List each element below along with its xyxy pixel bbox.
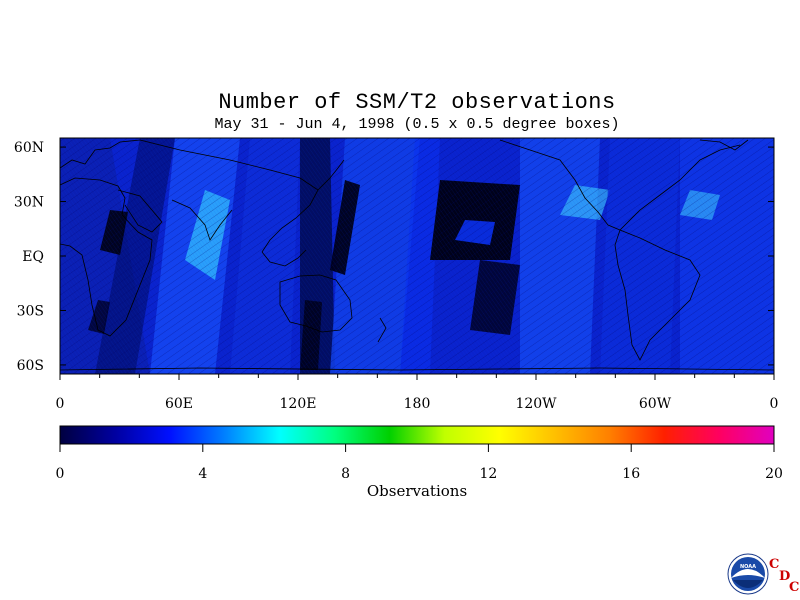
lon-tick-label: 120W (515, 396, 557, 412)
colorbar-tick-label: 0 (56, 466, 65, 482)
colorbar-tick-label: 4 (198, 466, 207, 482)
colorbar-ticks: 0 4 8 12 16 20 (56, 444, 783, 482)
lat-tick-label: 60S (17, 358, 44, 374)
coastline-australia (279, 274, 353, 333)
lon-tick-label: 60W (639, 396, 672, 412)
map-subtitle: May 31 - Jun 4, 1998 (0.5 x 0.5 degree b… (214, 116, 620, 133)
coastlines (60, 139, 774, 371)
coastline-arabia (117, 189, 163, 233)
colorbar-tick-label: 8 (341, 466, 350, 482)
coastline-seasia (261, 249, 307, 267)
colorbar-tick-label: 16 (622, 466, 640, 482)
lon-tick-label: 180 (404, 396, 431, 412)
coastline-nz (377, 317, 387, 343)
coastline-north-america (499, 139, 741, 231)
colorbar: 0 4 8 12 16 20 Observations (56, 425, 783, 500)
coastline-africa (60, 177, 153, 337)
lat-tick-label: EQ (22, 249, 44, 265)
colorbar-tick-label: 20 (765, 466, 783, 482)
cdc-letter-c1: C (769, 557, 779, 572)
lat-tick-label: 30N (14, 195, 44, 211)
observation-map (60, 138, 774, 374)
lon-tick-label: 0 (56, 396, 65, 412)
coastline-japan (317, 159, 345, 191)
lon-tick-label: 0 (770, 396, 779, 412)
noaa-logo-sea (733, 580, 763, 588)
noaa-cdc-logo: NOAA C D C (727, 553, 799, 595)
colorbar-tick-label: 12 (479, 466, 497, 482)
lat-tick-label: 60N (14, 140, 44, 156)
coastline-antarctic (60, 367, 774, 371)
cdc-letter-d: D (779, 569, 790, 584)
cdc-letter-c2: C (789, 580, 799, 595)
coastline-europe (60, 139, 141, 169)
colorbar-gradient (59, 425, 775, 445)
noaa-logo-text: NOAA (740, 564, 756, 570)
coastline-greenland (699, 139, 749, 151)
map-title: Number of SSM/T2 observations (218, 90, 616, 115)
lon-tick-label: 120E (280, 396, 317, 412)
coastline-south-america (614, 229, 701, 361)
noaa-logo-bird (731, 569, 765, 578)
scan-texture (60, 138, 774, 374)
lon-tick-label: 60E (165, 396, 193, 412)
longitude-axis: 0 60E 120E 180 120W 60W 0 (56, 374, 779, 412)
colorbar-title: Observations (367, 482, 467, 500)
coastline-india (171, 199, 233, 241)
lat-tick-label: 30S (17, 303, 44, 319)
latitude-axis: 60N 30N EQ 30S 60S (14, 140, 774, 374)
